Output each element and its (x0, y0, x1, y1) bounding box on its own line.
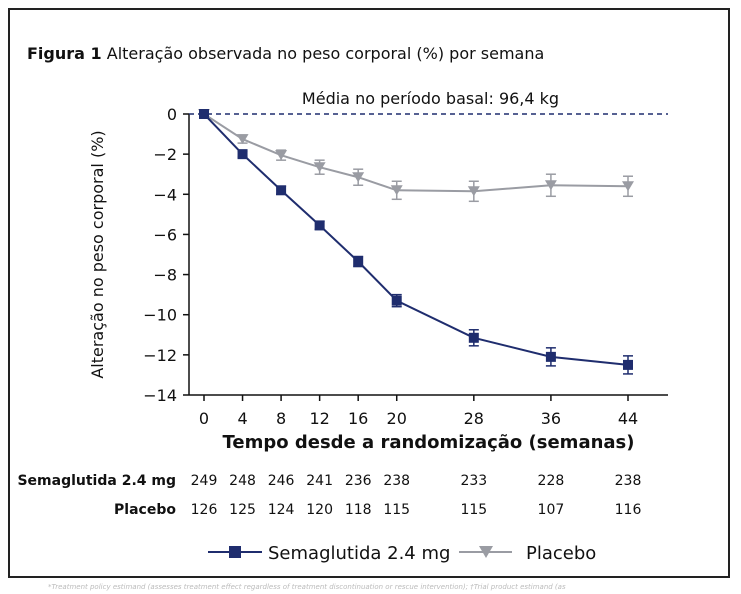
legend-marker-square (229, 546, 241, 558)
y-axis-label: Alteração no peso corporal (%) (88, 130, 107, 378)
placebo-point (313, 162, 326, 173)
axes: 0 −2 −4 −6 −8 −10 −12 −14 0 4 8 12 16 20 28 36 44 (143, 105, 668, 428)
x-tick-label: 20 (387, 409, 407, 428)
placebo-point (275, 150, 288, 161)
figure-frame (8, 8, 730, 578)
at-risk-row-label: Placebo (114, 502, 176, 518)
legend: Semaglutida 2.4 mg Placebo (208, 543, 596, 564)
at-risk-value: 115 (460, 502, 487, 518)
x-tick-label: 0 (199, 409, 209, 428)
series-placebo (198, 109, 634, 203)
baseline-reference: Média no período basal: 96,4 kg (189, 89, 668, 115)
y-tick-label: −8 (153, 266, 177, 285)
semaglutide-line (203, 113, 629, 366)
x-tick-label: 28 (464, 409, 484, 428)
at-risk-value: 249 (191, 473, 218, 489)
at-risk-value: 228 (538, 473, 565, 489)
at-risk-value: 118 (345, 502, 372, 518)
at-risk-value: 116 (615, 502, 642, 518)
figure-label: Figura 1 (27, 44, 102, 63)
footnote: *Treatment policy estimand (assesses tre… (48, 583, 566, 591)
x-tick-label: 36 (541, 409, 561, 428)
x-tick-label: 44 (618, 409, 638, 428)
at-risk-value: 238 (615, 473, 642, 489)
placebo-point (352, 172, 365, 183)
x-axis-label: Tempo desde a randomização (semanas) (223, 432, 635, 453)
semaglutide-point (237, 149, 248, 160)
semaglutide-point (314, 220, 325, 231)
placebo-point (467, 186, 480, 197)
semaglutide-point (353, 256, 364, 267)
at-risk-value: 238 (383, 473, 410, 489)
x-tick-label: 4 (237, 409, 247, 428)
legend-item-semaglutide: Semaglutida 2.4 mg (208, 543, 450, 564)
series-layer (198, 109, 634, 375)
at-risk-value: 125 (229, 502, 256, 518)
at-risk-value: 126 (191, 502, 218, 518)
y-tick-label: −10 (143, 306, 177, 325)
x-tick-label: 16 (348, 409, 368, 428)
at-risk-value: 233 (460, 473, 487, 489)
semaglutide-point (199, 109, 209, 119)
at-risk-table: Semaglutida 2.4 mg 249 248 246 241 236 238 233 2… (17, 473, 641, 518)
at-risk-row-label: Semaglutida 2.4 mg (17, 473, 176, 489)
at-risk-value: 115 (383, 502, 410, 518)
at-risk-value: 124 (268, 502, 295, 518)
semaglutide-point (276, 185, 287, 196)
at-risk-value: 248 (229, 473, 256, 489)
baseline-annotation: Média no período basal: 96,4 kg (302, 89, 559, 108)
figure-title: Figura 1 Alteração observada no peso cor… (27, 44, 544, 63)
y-tick-label: 0 (167, 105, 177, 124)
x-tick-label: 8 (276, 409, 286, 428)
semaglutide-point (468, 332, 479, 343)
semaglutide-point (623, 359, 633, 370)
legend-label-placebo: Placebo (526, 543, 596, 564)
semaglutide-point (391, 295, 402, 306)
at-risk-row: Semaglutida 2.4 mg 249 248 246 241 236 238 233 2… (17, 473, 641, 489)
series-semaglutide (199, 109, 633, 375)
y-tick-label: −14 (143, 386, 177, 405)
x-tick-label: 12 (309, 409, 329, 428)
y-tick-label: −12 (143, 346, 177, 365)
legend-item-placebo: Placebo (459, 543, 596, 564)
at-risk-value: 246 (268, 473, 295, 489)
at-risk-value: 107 (538, 502, 565, 518)
placebo-point (390, 185, 403, 196)
y-tick-label: −4 (153, 185, 177, 204)
legend-marker-triangle (479, 546, 493, 558)
at-risk-row: Placebo 126 125 124 120 118 115 115 107 116 (114, 502, 641, 518)
legend-label-semaglutide: Semaglutida 2.4 mg (268, 543, 450, 564)
placebo-line (203, 113, 629, 193)
at-risk-value: 236 (345, 473, 372, 489)
at-risk-value: 241 (306, 473, 333, 489)
placebo-point (622, 181, 634, 192)
axis-labels: Tempo desde a randomização (semanas) Alte… (88, 130, 635, 453)
placebo-point (236, 134, 249, 145)
y-tick-label: −2 (153, 145, 177, 164)
semaglutide-point (545, 351, 556, 362)
figure-caption: Alteração observada no peso corporal (%)… (106, 44, 545, 63)
placebo-point (544, 180, 557, 191)
at-risk-value: 120 (306, 502, 333, 518)
y-tick-label: −6 (153, 225, 177, 244)
